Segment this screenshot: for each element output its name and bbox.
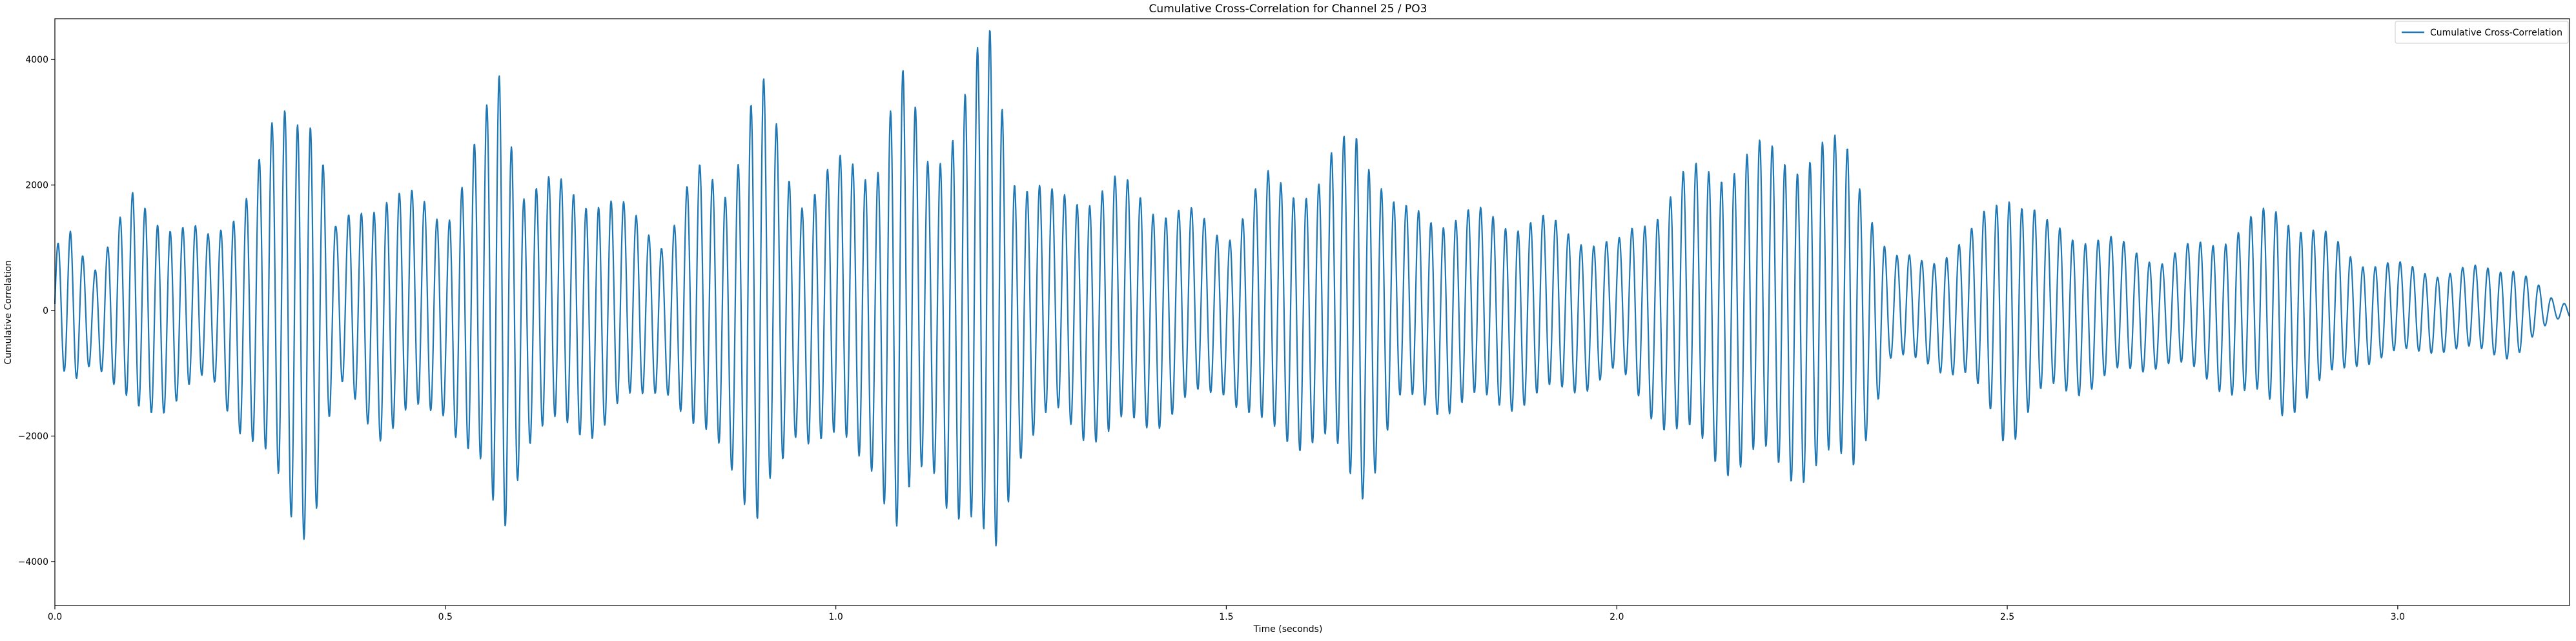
legend-box — [2395, 21, 2569, 44]
legend: Cumulative Cross-Correlation — [2395, 21, 2569, 44]
x-tick-label: 0.5 — [438, 612, 453, 622]
x-axis-label: Time (seconds) — [1253, 624, 1323, 635]
chart-title: Cumulative Cross-Correlation for Channel… — [1149, 3, 1427, 15]
x-tick-label: 3.0 — [2391, 612, 2405, 622]
y-tick-label: 2000 — [25, 181, 48, 191]
x-tick-label: 2.5 — [2000, 612, 2014, 622]
x-tick-label: 1.0 — [828, 612, 843, 622]
legend-label: Cumulative Cross-Correlation — [2430, 28, 2562, 38]
series-line — [54, 30, 2570, 547]
y-tick-label: −2000 — [18, 432, 48, 442]
plot-frame — [54, 18, 2570, 606]
x-tick-label: 1.5 — [1219, 612, 1233, 622]
y-axis-label: Cumulative Correlation — [3, 260, 14, 365]
x-tick-label: 0.0 — [48, 612, 62, 622]
series-layer — [54, 30, 2570, 547]
x-tick-label: 2.0 — [1610, 612, 1624, 622]
axes-layer: 0.0 0.5 1.0 1.5 2.0 2.5 3.0 −4000 −2000 0 2000 4000 — [18, 18, 2570, 622]
y-tick-label: 0 — [43, 306, 48, 316]
y-tick-label: −4000 — [18, 557, 48, 567]
y-tick-label: 4000 — [25, 55, 48, 65]
